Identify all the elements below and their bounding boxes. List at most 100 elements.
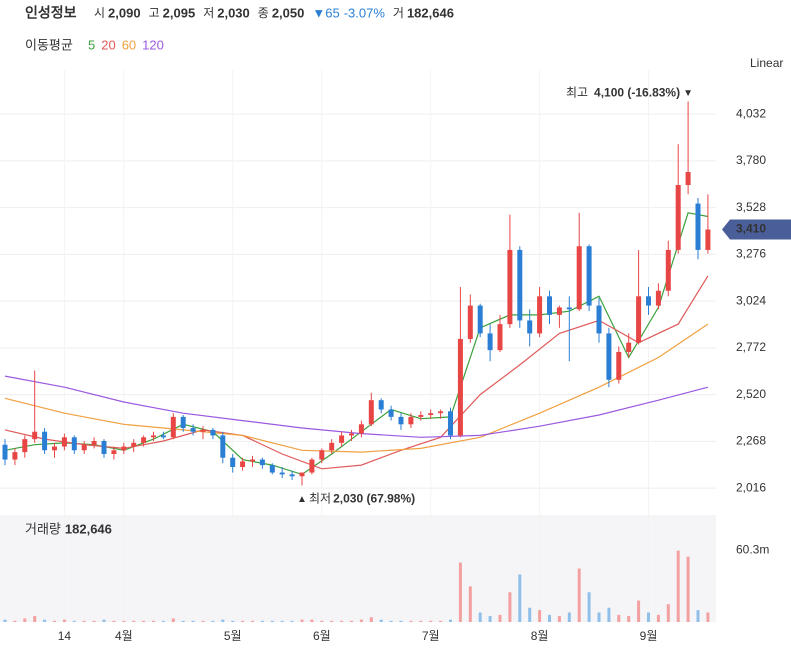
candle-body <box>210 429 216 436</box>
x-tick-label: 7월 <box>422 629 440 643</box>
volume-bar <box>72 620 76 622</box>
volume-bar <box>221 619 225 622</box>
header-label: 고 <box>149 6 160 20</box>
volume-bar <box>260 620 264 622</box>
volume-bar <box>181 620 185 622</box>
price-badge-label: 3,410 <box>736 222 766 236</box>
candle-body <box>160 435 166 438</box>
volume-bar <box>330 620 334 622</box>
volume-bar <box>251 620 254 622</box>
y-tick-label: 3,528 <box>736 200 766 214</box>
low-note-label: 2,030 (67.98%) <box>333 492 415 506</box>
candle-body <box>457 338 463 436</box>
candle-body <box>497 324 503 351</box>
volume-bar <box>399 620 403 622</box>
candle-body <box>101 441 107 454</box>
volume-bar <box>676 550 680 622</box>
candle-body <box>527 320 533 334</box>
volume-bar <box>270 620 274 622</box>
volume-bar <box>122 620 126 622</box>
high-note-label: 4,100 (-16.83%) <box>594 86 680 100</box>
y-tick-label: 3,780 <box>736 153 766 167</box>
volume-bar <box>666 604 670 622</box>
candle-body <box>319 450 325 460</box>
candle-body <box>368 400 374 425</box>
candle-body <box>349 433 354 436</box>
candle-body <box>121 446 127 451</box>
candle-body <box>646 296 651 306</box>
legend-entry: 20 <box>101 37 115 52</box>
candle-body <box>309 459 315 473</box>
candle-body <box>705 229 711 250</box>
volume-bar <box>686 556 690 622</box>
legend-entry: 5 <box>88 37 95 52</box>
candle-body <box>269 465 275 473</box>
candle-body <box>418 415 424 417</box>
volume-bar <box>567 612 571 622</box>
candle-body <box>547 296 552 315</box>
candle-body <box>636 296 642 343</box>
header-value: 2,030 <box>217 5 250 20</box>
volume-bar <box>350 620 353 622</box>
volume-bar <box>627 616 631 622</box>
volume-bar <box>171 618 175 622</box>
header-change-pct: -3.07% <box>344 5 386 20</box>
candle-body <box>180 416 186 429</box>
candle-body <box>576 246 582 310</box>
volume-bar <box>577 568 581 622</box>
volume-bar <box>468 586 472 622</box>
candle-body <box>358 424 364 434</box>
volume-bar <box>458 562 462 622</box>
header-label: 종 <box>258 6 269 20</box>
volume-bar <box>637 600 641 622</box>
volume-bar <box>557 616 561 622</box>
volume-bar <box>62 619 66 622</box>
candle-body <box>12 452 18 460</box>
volume-bar <box>587 592 591 622</box>
volume-bar <box>3 619 7 622</box>
volume-bar <box>369 617 373 622</box>
candle-body <box>91 441 97 445</box>
volume-bar <box>706 612 710 622</box>
volume-bar <box>656 614 660 622</box>
legend-entry: 120 <box>142 37 164 52</box>
volume-bar <box>142 620 146 622</box>
candle-body <box>131 442 137 447</box>
y-tick-label: 3,276 <box>736 247 766 261</box>
candle-body <box>665 249 671 291</box>
volume-bar <box>33 616 37 622</box>
y-tick-label: 2,016 <box>736 480 766 494</box>
header-value: 2,090 <box>108 5 141 20</box>
x-tick-label: 9월 <box>640 629 658 643</box>
header-value: 2,050 <box>272 5 305 20</box>
volume-bar <box>607 607 611 622</box>
candle-body <box>289 474 295 477</box>
candle-body <box>467 305 473 339</box>
y-tick-label: 2,772 <box>736 340 766 354</box>
candle-body <box>586 246 592 306</box>
volume-bar <box>359 619 363 622</box>
volume-bar <box>488 616 492 622</box>
candle-body <box>81 444 87 451</box>
x-tick-label: 4월 <box>115 629 133 643</box>
candle-body <box>42 431 48 451</box>
volume-bar <box>478 612 482 622</box>
volume-bar <box>241 620 245 622</box>
candle-body <box>151 435 156 438</box>
candle-body <box>22 439 28 453</box>
high-note-arrow: ▼ <box>683 88 693 99</box>
ma-line <box>4 275 709 470</box>
volume-bar <box>82 620 86 622</box>
candle-body <box>448 411 453 436</box>
volume-bar <box>112 620 116 622</box>
volume-bar <box>508 592 512 622</box>
candle-body <box>200 429 206 432</box>
x-tick-label: 8월 <box>531 629 549 643</box>
candle-body <box>240 461 246 467</box>
candle-body <box>190 428 196 432</box>
header-label: 저 <box>203 6 214 20</box>
candle-body <box>329 442 335 451</box>
volume-bar <box>310 619 314 622</box>
header-value: 182,646 <box>407 5 454 20</box>
candle-body <box>537 296 543 334</box>
